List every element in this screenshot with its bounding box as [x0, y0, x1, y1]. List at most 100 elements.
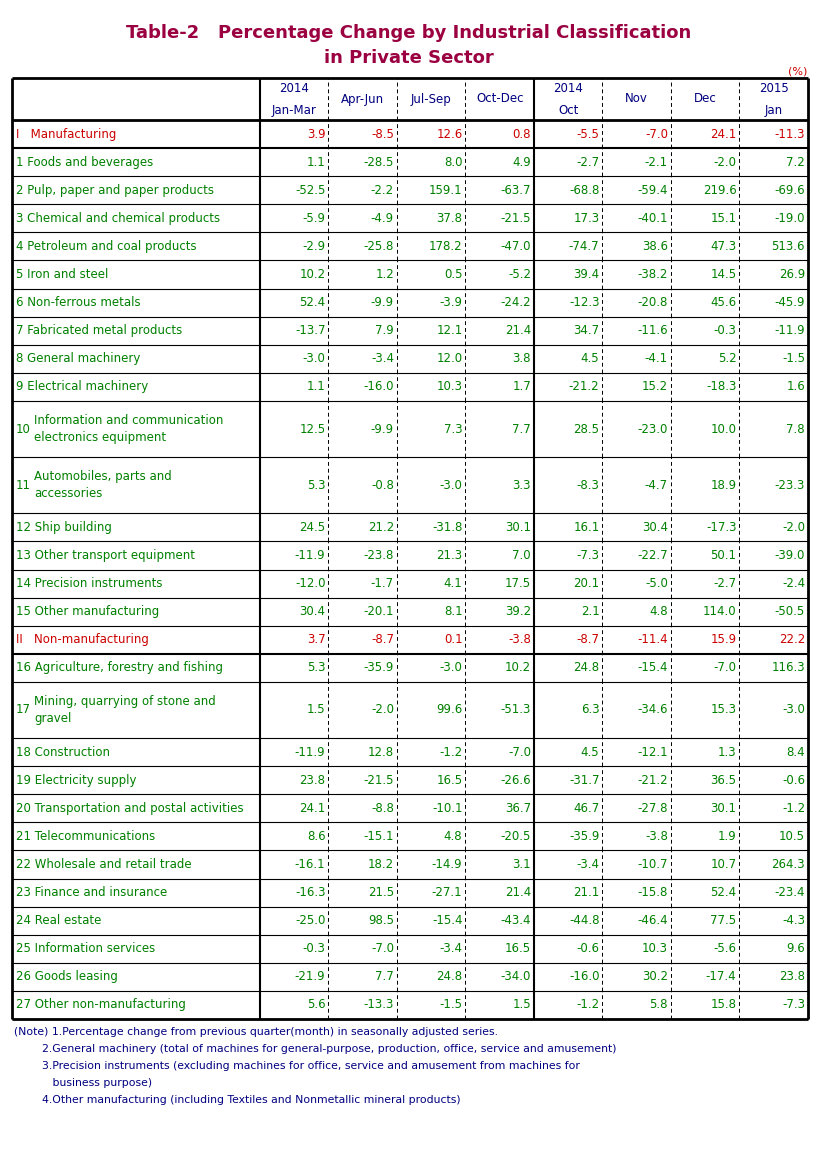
Text: 3.1: 3.1 — [513, 858, 531, 871]
Text: 17.3: 17.3 — [573, 211, 600, 225]
Text: -1.2: -1.2 — [782, 802, 805, 815]
Text: 10.3: 10.3 — [642, 942, 668, 955]
Text: 1.1: 1.1 — [306, 380, 325, 393]
Text: -21.2: -21.2 — [637, 773, 668, 787]
Text: -44.8: -44.8 — [569, 915, 600, 927]
Text: -7.0: -7.0 — [371, 942, 394, 955]
Text: -3.0: -3.0 — [782, 703, 805, 717]
Text: 178.2: 178.2 — [429, 240, 463, 253]
Text: 19 Electricity supply: 19 Electricity supply — [16, 773, 137, 787]
Text: 39.2: 39.2 — [505, 606, 531, 618]
Text: 36.7: 36.7 — [505, 802, 531, 815]
Text: -3.0: -3.0 — [302, 353, 325, 365]
Text: business purpose): business purpose) — [14, 1078, 152, 1088]
Text: 34.7: 34.7 — [573, 324, 600, 337]
Text: -0.8: -0.8 — [371, 479, 394, 492]
Text: -15.1: -15.1 — [364, 830, 394, 843]
Text: -52.5: -52.5 — [295, 184, 325, 196]
Text: 1.3: 1.3 — [718, 746, 736, 758]
Text: 4.5: 4.5 — [581, 353, 600, 365]
Text: 3.7: 3.7 — [307, 633, 325, 646]
Text: -7.0: -7.0 — [508, 746, 531, 758]
Text: 1.1: 1.1 — [306, 155, 325, 169]
Text: -51.3: -51.3 — [500, 703, 531, 717]
Text: -3.8: -3.8 — [508, 633, 531, 646]
Text: 114.0: 114.0 — [703, 606, 736, 618]
Text: Mining, quarrying of stone and
gravel: Mining, quarrying of stone and gravel — [34, 695, 215, 725]
Text: -12.0: -12.0 — [295, 577, 325, 591]
Text: 116.3: 116.3 — [771, 662, 805, 674]
Text: 4.9: 4.9 — [512, 155, 531, 169]
Text: 14.5: 14.5 — [710, 268, 736, 282]
Text: 1.2: 1.2 — [375, 268, 394, 282]
Text: 22.2: 22.2 — [779, 633, 805, 646]
Text: 50.1: 50.1 — [711, 549, 736, 562]
Text: -1.5: -1.5 — [440, 998, 463, 1011]
Text: -21.2: -21.2 — [569, 380, 600, 393]
Text: -3.4: -3.4 — [371, 353, 394, 365]
Text: 24.5: 24.5 — [299, 520, 325, 534]
Text: -34.6: -34.6 — [637, 703, 668, 717]
Text: 24.8: 24.8 — [573, 662, 600, 674]
Text: 27 Other non-manufacturing: 27 Other non-manufacturing — [16, 998, 186, 1011]
Text: 12 Ship building: 12 Ship building — [16, 520, 112, 534]
Text: -15.4: -15.4 — [432, 915, 463, 927]
Text: 7 Fabricated metal products: 7 Fabricated metal products — [16, 324, 183, 337]
Text: -2.7: -2.7 — [577, 155, 600, 169]
Text: 3.3: 3.3 — [513, 479, 531, 492]
Text: 9 Electrical machinery: 9 Electrical machinery — [16, 380, 148, 393]
Text: 77.5: 77.5 — [710, 915, 736, 927]
Text: 25 Information services: 25 Information services — [16, 942, 156, 955]
Text: 21.1: 21.1 — [573, 886, 600, 899]
Text: -13.7: -13.7 — [295, 324, 325, 337]
Text: 23.8: 23.8 — [779, 971, 805, 984]
Text: 8.4: 8.4 — [786, 746, 805, 758]
Text: 1.6: 1.6 — [786, 380, 805, 393]
Text: -1.5: -1.5 — [782, 353, 805, 365]
Text: 7.9: 7.9 — [375, 324, 394, 337]
Text: -34.0: -34.0 — [500, 971, 531, 984]
Text: -14.9: -14.9 — [432, 858, 463, 871]
Text: Apr-Jun: Apr-Jun — [342, 93, 384, 106]
Text: -47.0: -47.0 — [500, 240, 531, 253]
Text: Oct: Oct — [558, 105, 578, 117]
Text: 26 Goods leasing: 26 Goods leasing — [16, 971, 118, 984]
Text: II   Non-manufacturing: II Non-manufacturing — [16, 633, 149, 646]
Text: 264.3: 264.3 — [771, 858, 805, 871]
Text: 5.6: 5.6 — [307, 998, 325, 1011]
Text: 7.0: 7.0 — [513, 549, 531, 562]
Text: 30.4: 30.4 — [300, 606, 325, 618]
Text: -0.3: -0.3 — [713, 324, 736, 337]
Text: -8.5: -8.5 — [371, 128, 394, 140]
Text: 15.1: 15.1 — [710, 211, 736, 225]
Text: -2.9: -2.9 — [302, 240, 325, 253]
Text: -46.4: -46.4 — [637, 915, 668, 927]
Text: -8.7: -8.7 — [371, 633, 394, 646]
Text: -2.4: -2.4 — [782, 577, 805, 591]
Text: 18 Construction: 18 Construction — [16, 746, 110, 758]
Text: -38.2: -38.2 — [638, 268, 668, 282]
Text: -5.2: -5.2 — [508, 268, 531, 282]
Text: -28.5: -28.5 — [364, 155, 394, 169]
Text: 10.5: 10.5 — [779, 830, 805, 843]
Text: -10.7: -10.7 — [637, 858, 668, 871]
Text: -4.1: -4.1 — [645, 353, 668, 365]
Text: 1.5: 1.5 — [307, 703, 325, 717]
Text: 15.8: 15.8 — [711, 998, 736, 1011]
Text: -17.4: -17.4 — [706, 971, 736, 984]
Text: -12.3: -12.3 — [569, 296, 600, 309]
Text: -35.9: -35.9 — [364, 662, 394, 674]
Text: -1.2: -1.2 — [577, 998, 600, 1011]
Text: -43.4: -43.4 — [500, 915, 531, 927]
Text: -68.8: -68.8 — [569, 184, 600, 196]
Text: 0.8: 0.8 — [513, 128, 531, 140]
Text: 15 Other manufacturing: 15 Other manufacturing — [16, 606, 159, 618]
Text: 23 Finance and insurance: 23 Finance and insurance — [16, 886, 167, 899]
Text: 10.3: 10.3 — [437, 380, 463, 393]
Text: -40.1: -40.1 — [637, 211, 668, 225]
Text: -25.8: -25.8 — [364, 240, 394, 253]
Text: -35.9: -35.9 — [569, 830, 600, 843]
Text: 14 Precision instruments: 14 Precision instruments — [16, 577, 162, 591]
Text: 16.5: 16.5 — [505, 942, 531, 955]
Text: -0.6: -0.6 — [782, 773, 805, 787]
